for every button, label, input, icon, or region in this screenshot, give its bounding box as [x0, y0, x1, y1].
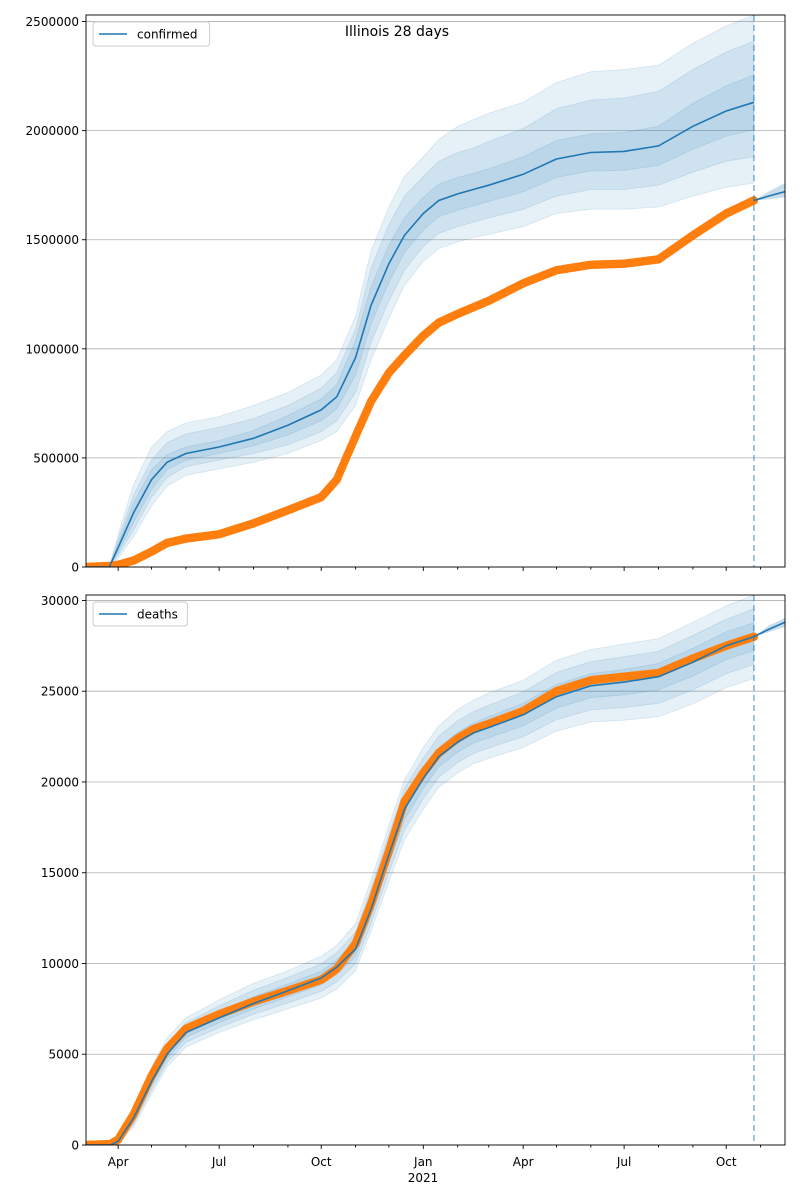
x-tick-label: Oct	[311, 1155, 332, 1169]
confirmed-plot-area	[86, 15, 785, 567]
confirmed-band-2	[86, 74, 755, 567]
confirmed-axes-frame	[85, 14, 786, 568]
y-tick-label: 1500000	[26, 233, 79, 247]
legend-label: confirmed	[137, 28, 198, 42]
x-tick-label: Jul	[616, 1155, 631, 1169]
legend-box	[92, 601, 188, 627]
y-tick-label: 1000000	[26, 342, 79, 356]
x-axis-year-label: 2021	[408, 1171, 439, 1185]
confirmed-band-1	[86, 40, 755, 567]
y-tick-label: 5000	[48, 1048, 79, 1062]
y-tick-label: 25000	[41, 685, 79, 699]
deaths-legend: deaths	[92, 601, 188, 627]
x-tick-label: Apr	[108, 1155, 129, 1169]
confirmed-forecast-band	[753, 183, 785, 201]
y-tick-label: 0	[71, 1139, 79, 1153]
deaths-panel: 0 5000 10000 15000 20000 25000 30000 Apr Jul Oct J…	[41, 594, 786, 1169]
y-tick-label: 0	[71, 561, 79, 575]
confirmed-forecast-line	[753, 190, 785, 202]
confirmed-panel: 0 500000 1000000 1500000 2000000 2500000 confi…	[26, 14, 786, 575]
deaths-plot-area	[86, 595, 785, 1145]
x-tick-label: Oct	[716, 1155, 737, 1169]
y-tick-label: 30000	[41, 594, 79, 608]
confirmed-legend: confirmed	[92, 21, 211, 47]
y-tick-label: 10000	[41, 957, 79, 971]
deaths-model-line	[86, 635, 755, 1145]
deaths-forecast-line	[753, 621, 785, 638]
x-tick-label: Jan	[413, 1155, 433, 1169]
figure-title: Illinois 28 days	[345, 24, 449, 40]
confirmed-observed-points	[86, 196, 759, 567]
y-tick-label: 500000	[33, 451, 79, 465]
y-tick-label: 20000	[41, 775, 79, 789]
legend-box	[92, 21, 211, 47]
y-tick-label: 15000	[41, 866, 79, 880]
x-tick-label: Jul	[211, 1155, 226, 1169]
y-tick-label: 2000000	[26, 124, 79, 138]
x-tick-label: Apr	[513, 1155, 534, 1169]
legend-label: deaths	[137, 608, 178, 622]
y-tick-label: 2500000	[26, 15, 79, 29]
confirmed-model-line	[86, 101, 755, 567]
deaths-axes-frame	[85, 594, 786, 1146]
